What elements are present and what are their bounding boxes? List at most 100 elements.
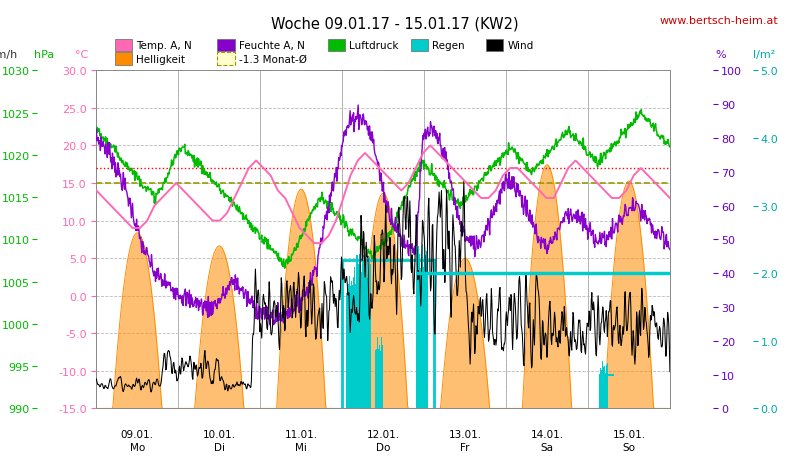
Bar	[420, 268, 421, 409]
Text: Woche 09.01.17 - 15.01.17 (KW2): Woche 09.01.17 - 15.01.17 (KW2)	[271, 16, 519, 31]
Bar	[348, 284, 349, 409]
Text: 11.01.: 11.01.	[284, 430, 318, 439]
Text: Helligkeit: Helligkeit	[136, 55, 185, 65]
Bar	[421, 268, 423, 409]
Text: Sa: Sa	[540, 442, 554, 452]
Bar	[349, 286, 351, 409]
Bar	[425, 256, 426, 409]
Bar	[350, 295, 352, 409]
Text: Luftdruck: Luftdruck	[349, 41, 399, 51]
Bar	[367, 279, 368, 409]
Bar	[602, 364, 604, 409]
Bar	[606, 366, 608, 409]
Bar	[368, 257, 370, 409]
Text: Do: Do	[376, 442, 390, 452]
Text: Mo: Mo	[130, 442, 145, 452]
Bar	[356, 279, 357, 409]
Bar	[355, 285, 356, 409]
Text: hPa: hPa	[34, 50, 55, 60]
Bar	[353, 277, 354, 409]
Text: 09.01.: 09.01.	[121, 430, 154, 439]
Bar	[354, 268, 356, 409]
Bar	[367, 286, 368, 409]
Bar	[356, 255, 358, 409]
Bar	[417, 252, 418, 409]
Bar	[359, 255, 360, 409]
Bar	[601, 371, 602, 409]
Bar	[424, 247, 425, 409]
Text: So: So	[623, 442, 635, 452]
Text: °C: °C	[75, 50, 88, 60]
Bar	[605, 374, 606, 409]
Bar	[354, 292, 355, 409]
Bar	[416, 254, 417, 409]
Text: -1.3 Monat-Ø: -1.3 Monat-Ø	[239, 55, 307, 65]
Bar	[419, 271, 421, 409]
Text: 13.01.: 13.01.	[449, 430, 482, 439]
Bar	[421, 272, 422, 409]
Bar	[363, 256, 364, 409]
Bar	[604, 375, 606, 409]
Bar	[602, 362, 603, 409]
Bar	[362, 277, 363, 409]
Text: Di: Di	[214, 442, 225, 452]
Text: 15.01.: 15.01.	[612, 430, 645, 439]
Bar	[364, 257, 365, 409]
Text: 14.01.: 14.01.	[530, 430, 563, 439]
Bar	[377, 344, 378, 409]
Bar	[377, 337, 378, 409]
Bar	[423, 273, 424, 409]
Bar	[382, 350, 383, 409]
Bar	[359, 257, 360, 409]
Bar	[348, 291, 349, 409]
Bar	[346, 293, 348, 409]
Bar	[427, 247, 428, 409]
Bar	[358, 276, 359, 409]
Text: Fr: Fr	[461, 442, 470, 452]
Bar	[422, 244, 423, 409]
Text: Wind: Wind	[507, 41, 533, 51]
Text: l/m²: l/m²	[753, 50, 775, 60]
Text: %: %	[716, 50, 726, 60]
Bar	[425, 255, 427, 409]
Bar	[604, 367, 605, 409]
Bar	[423, 265, 425, 409]
Text: Regen: Regen	[432, 41, 465, 51]
Bar	[426, 251, 427, 409]
Bar	[375, 353, 377, 409]
Bar	[606, 366, 607, 409]
Bar	[370, 264, 371, 409]
Bar	[352, 285, 354, 409]
Bar	[365, 281, 367, 409]
Bar	[379, 351, 381, 409]
Bar	[347, 292, 348, 409]
Bar	[358, 265, 359, 409]
Bar	[351, 281, 352, 409]
Bar	[382, 346, 383, 409]
Bar	[419, 254, 420, 409]
Bar	[374, 350, 376, 409]
Bar	[376, 349, 377, 409]
Bar	[368, 280, 369, 409]
Bar	[381, 345, 382, 409]
Bar	[379, 346, 380, 409]
Text: Temp. A, N: Temp. A, N	[136, 41, 192, 51]
Bar	[600, 368, 601, 409]
Bar	[366, 263, 367, 409]
Bar	[357, 284, 358, 409]
Text: Feuchte A, N: Feuchte A, N	[239, 41, 304, 51]
Bar	[360, 265, 361, 409]
Bar	[607, 363, 608, 409]
Text: www.bertsch-heim.at: www.bertsch-heim.at	[660, 16, 778, 26]
Bar	[380, 353, 381, 409]
Bar	[378, 349, 379, 409]
Bar	[418, 246, 419, 409]
Text: Mi: Mi	[295, 442, 307, 452]
Text: 12.01.: 12.01.	[367, 430, 400, 439]
Bar	[417, 249, 419, 409]
Bar	[381, 337, 382, 409]
Bar	[600, 370, 602, 409]
Bar	[603, 367, 604, 409]
Text: km/h: km/h	[0, 50, 17, 60]
Bar	[364, 263, 366, 409]
